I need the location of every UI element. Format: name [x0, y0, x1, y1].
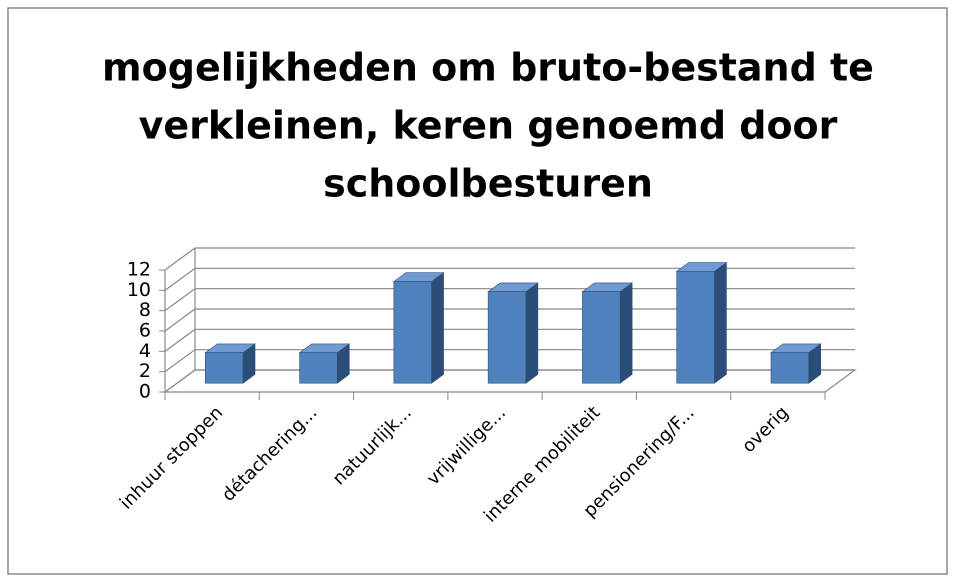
- bar: [581, 282, 634, 384]
- grid-line: [164, 288, 855, 312]
- y-tick-label: 10: [127, 279, 151, 301]
- chart-title: mogelijkheden om bruto-bestand te: [102, 46, 874, 90]
- bar: [487, 282, 539, 384]
- grid-line: [164, 247, 855, 271]
- y-tick-label: 0: [139, 381, 151, 403]
- bar-front: [770, 352, 810, 384]
- bar: [675, 261, 728, 384]
- bar-side: [525, 282, 539, 384]
- bar-front: [582, 291, 621, 384]
- grid-line: [164, 267, 855, 291]
- grid-line: [164, 369, 855, 393]
- bar-front: [393, 281, 432, 384]
- bar: [392, 272, 445, 384]
- chart-title: verkleinen, keren genoemd door: [139, 104, 838, 148]
- grid-line: [164, 349, 855, 373]
- bar-front: [676, 271, 715, 384]
- bar-side: [619, 282, 633, 384]
- bar-front: [204, 352, 244, 384]
- grid-line: [164, 328, 855, 352]
- y-tick-label: 4: [139, 340, 151, 362]
- bar: [204, 343, 256, 384]
- bar: [770, 343, 822, 384]
- y-tick-label: 12: [127, 259, 151, 281]
- chart-title: schoolbesturen: [323, 162, 653, 206]
- y-tick-label: 8: [139, 299, 151, 321]
- bar: [298, 343, 351, 384]
- y-tick-label: 6: [139, 320, 151, 342]
- grid-line: [164, 308, 855, 332]
- bar-front: [487, 291, 527, 384]
- y-tick-label: 2: [139, 360, 151, 382]
- bar-side: [714, 261, 727, 384]
- bar-front: [299, 352, 338, 384]
- bar-side: [431, 272, 444, 384]
